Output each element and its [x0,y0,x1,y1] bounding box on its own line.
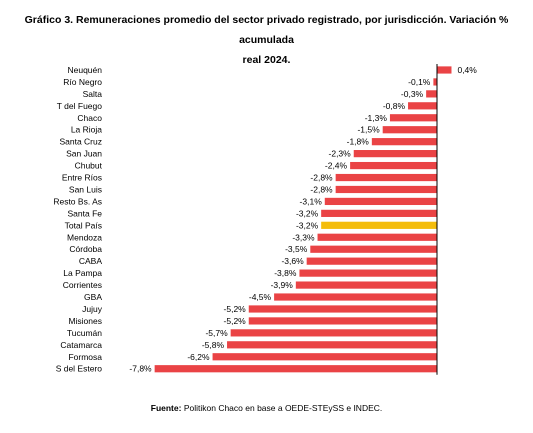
value-label-la-pampa: -3,8% [274,268,297,278]
bar-chart: Neuquén 0,4% Río Negro -0,1% Salta -0,3% T del… [53,64,477,375]
source-label: Fuente: [150,403,182,413]
value-label-santa-fe: -3,2% [296,208,319,218]
category-label-rio-negro: Río Negro [63,77,102,87]
category-label-san-luis: San Luis [69,184,102,194]
bar-resto-bs-as [324,197,437,206]
category-label-chaco: Chaco [77,113,102,123]
value-label-mendoza: -3,3% [292,232,315,242]
value-label-san-juan: -2,3% [329,149,352,159]
category-label-corrientes: Corrientes [63,280,102,290]
chart-title-line-1: Gráfico 3. Remuneraciones promedio del s… [24,14,509,46]
category-label-san-juan: San Juan [66,149,102,159]
bar-tucuman [230,329,437,337]
category-label-santa-fe: Santa Fe [68,208,103,218]
category-label-chubut: Chubut [75,161,103,171]
category-label-catamarca: Catamarca [60,340,102,350]
value-label-formosa: -6,2% [187,352,210,362]
value-label-tucuman: -5,7% [205,328,228,338]
value-label-rio-negro: -0,1% [408,77,431,87]
value-label-t-del-fuego: -0,8% [383,101,406,111]
value-label-santa-cruz: -1,8% [347,137,370,147]
bar-santa-cruz [371,138,437,146]
category-label-caba: CABA [79,256,102,266]
value-label-corrientes: -3,9% [271,280,294,290]
category-label-gba: GBA [84,292,102,302]
bar-t-del-fuego [408,102,437,110]
bar-santa-fe [321,209,437,217]
category-label-neuquen: Neuquén [67,65,102,75]
category-label-total-pais: Total País [65,220,102,230]
category-label-cordoba: Córdoba [69,244,102,254]
value-label-salta: -0,3% [401,89,424,99]
bar-jujuy [248,305,437,313]
value-label-gba: -4,5% [249,292,272,302]
bar-neuquen [437,66,452,74]
category-label-salta: Salta [83,89,103,99]
bar-san-juan [353,150,437,158]
category-label-t-del-fuego: T del Fuego [57,101,102,111]
category-label-la-rioja: La Rioja [71,125,102,135]
bar-caba [306,257,437,265]
category-label-la-pampa: La Pampa [63,268,102,278]
bar-gba [274,293,437,301]
value-label-san-luis: -2,8% [310,184,333,194]
value-label-jujuy: -5,2% [224,304,247,314]
value-label-s-del-estero: -7,8% [129,364,152,374]
bar-mendoza [317,233,437,241]
category-label-jujuy: Jujuy [82,304,103,314]
category-label-resto-bs-as: Resto Bs. As [53,196,102,206]
bar-san-luis [335,185,437,194]
bar-rio-negro [433,78,437,86]
value-label-la-rioja: -1,5% [357,125,380,135]
value-label-total-pais: -3,2% [296,220,319,230]
chart-title: Gráfico 3. Remuneraciones promedio del s… [0,10,533,70]
bar-la-pampa [299,269,437,277]
bar-entre-rios [335,173,437,182]
category-label-s-del-estero: S del Estero [56,364,103,374]
bar-chaco [389,114,437,122]
bar-la-rioja [382,126,437,134]
source-note: Fuente: Politikon Chaco en base a OEDE-S… [0,403,533,413]
bar-total-pais [321,221,437,229]
bar-s-del-estero [154,365,437,373]
bar-corrientes [295,281,437,289]
bar-formosa [212,353,437,361]
bar-misiones [248,317,437,325]
category-label-tucuman: Tucumán [67,328,102,338]
source-text: Politikon Chaco en base a OEDE-STEySS e … [183,403,383,413]
value-label-catamarca: -5,8% [202,340,225,350]
value-label-cordoba: -3,5% [285,244,308,254]
category-label-santa-cruz: Santa Cruz [59,137,102,147]
category-label-entre-rios: Entre Ríos [62,173,102,183]
chart-title-line-2: real 2024. [242,54,291,66]
bar-chubut [350,161,437,170]
value-label-misiones: -5,2% [224,316,247,326]
value-label-resto-bs-as: -3,1% [300,196,323,206]
value-label-neuquen: 0,4% [457,65,477,75]
category-label-misiones: Misiones [68,316,102,326]
category-label-mendoza: Mendoza [67,232,102,242]
value-label-caba: -3,6% [281,256,304,266]
category-label-formosa: Formosa [68,352,102,362]
bar-cordoba [310,245,437,253]
value-label-chubut: -2,4% [325,161,348,171]
bar-salta [426,90,437,98]
bar-catamarca [227,341,437,349]
value-label-chaco: -1,3% [365,113,388,123]
value-label-entre-rios: -2,8% [310,173,333,183]
